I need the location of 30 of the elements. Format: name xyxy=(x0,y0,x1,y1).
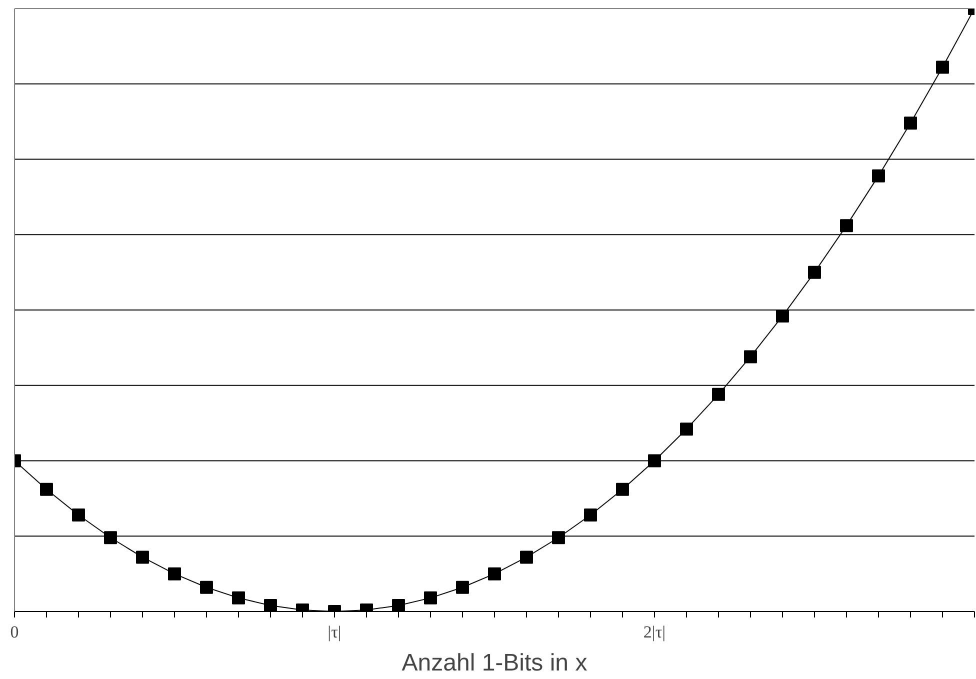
point xyxy=(680,422,693,436)
point xyxy=(392,598,405,612)
point xyxy=(776,310,789,323)
point xyxy=(616,482,629,496)
point xyxy=(456,580,469,594)
point xyxy=(264,598,277,612)
point xyxy=(904,116,917,130)
point xyxy=(872,169,885,182)
point xyxy=(648,454,661,468)
point xyxy=(40,482,53,496)
point xyxy=(584,508,597,522)
point xyxy=(168,567,181,580)
point xyxy=(232,591,245,604)
point xyxy=(840,219,853,232)
point xyxy=(744,350,757,364)
point xyxy=(424,591,437,604)
point xyxy=(552,531,565,544)
x-tick-label: 2|τ| xyxy=(643,622,666,642)
point xyxy=(712,388,725,401)
point xyxy=(136,550,149,564)
point xyxy=(104,531,117,544)
point xyxy=(808,266,821,279)
point xyxy=(936,60,949,74)
point xyxy=(200,580,213,594)
x-tick-label: |τ| xyxy=(328,622,342,642)
point xyxy=(72,508,85,522)
x-axis-title: Anzahl 1-Bits in x xyxy=(402,650,588,676)
point xyxy=(488,567,501,580)
point xyxy=(520,550,533,564)
x-tick-label: 0 xyxy=(10,622,19,642)
